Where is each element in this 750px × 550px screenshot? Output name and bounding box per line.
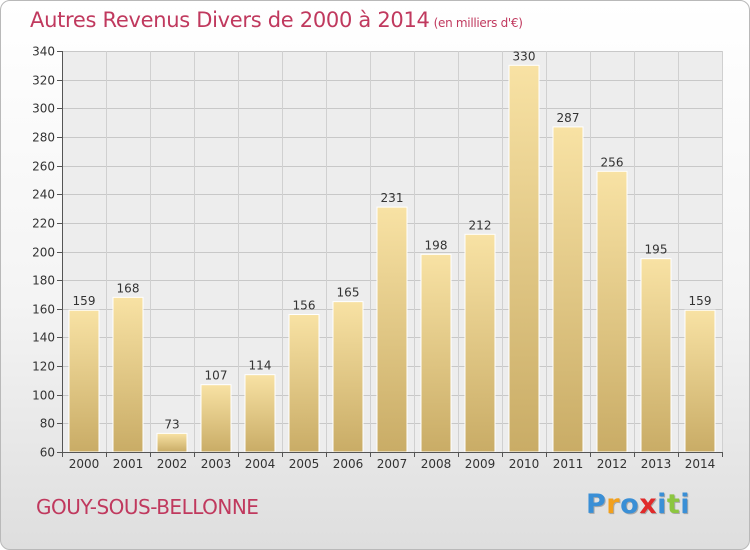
data-label: 114 [249,359,272,373]
data-label: 168 [117,281,140,295]
logo-letter: t [666,489,681,520]
bar [508,64,540,453]
x-tick-label: 2007 [377,457,408,471]
y-tick-label: 320 [32,74,55,88]
y-tick-label: 140 [32,331,55,345]
x-tick-label: 2004 [245,457,276,471]
proxiti-logo: Proxiti [586,489,690,520]
y-tick-label: 260 [32,160,55,174]
data-label: 256 [601,155,624,169]
logo-letter: P [586,489,607,520]
y-tick-label: 160 [32,303,55,317]
data-label: 195 [645,243,668,257]
data-label: 156 [293,299,316,313]
bar [332,301,364,453]
y-tick-label: 300 [32,102,55,116]
x-tick-label: 2011 [553,457,584,471]
y-tick-label: 80 [40,417,55,431]
bar [596,170,628,453]
bar [200,384,232,453]
data-label: 107 [205,369,228,383]
x-tick-label: 2003 [201,457,232,471]
logo-letter: o [620,489,640,520]
bar [552,126,584,453]
bar [156,432,188,453]
x-tick-label: 2005 [289,457,320,471]
y-tick-label: 340 [32,45,55,59]
logo-letter: i [657,489,667,520]
logo-letter: x [639,489,658,520]
bar [640,258,672,453]
bar [376,206,408,453]
chart-title: Autres Revenus Divers de 2000 à 2014 (en … [30,8,523,32]
chart-unit: (en milliers d'€) [433,16,523,30]
bar [288,314,320,453]
x-tick-label: 2000 [69,457,100,471]
data-label: 330 [513,49,536,63]
x-tick-label: 2010 [509,457,540,471]
town-name: GOUY-SOUS-BELLONNE [36,495,259,519]
data-label: 159 [689,294,712,308]
x-tick-label: 2013 [641,457,672,471]
data-label: 287 [557,111,580,125]
bar [684,309,716,453]
x-tick-label: 2014 [685,457,716,471]
y-tick-label: 180 [32,274,55,288]
y-tick-label: 60 [40,446,55,460]
x-tick-label: 2006 [333,457,364,471]
y-tick-label: 120 [32,360,55,374]
x-tick-label: 2002 [157,457,188,471]
data-label: 165 [337,286,360,300]
data-label: 159 [73,294,96,308]
bar [112,296,144,453]
logo-letter: i [680,489,691,520]
y-tick-label: 240 [32,188,55,202]
data-label: 198 [425,238,448,252]
x-tick-label: 2009 [465,457,496,471]
y-tick-label: 200 [32,246,55,260]
y-tick-label: 220 [32,217,55,231]
bar [68,309,100,453]
bar [420,253,452,453]
chart-title-text: Autres Revenus Divers de 2000 à 2014 [30,8,430,32]
bar [244,374,276,453]
data-label: 212 [469,218,492,232]
data-label: 231 [381,191,404,205]
x-tick-label: 2008 [421,457,452,471]
data-label: 73 [164,417,179,431]
y-tick-label: 100 [32,389,55,403]
x-tick-label: 2001 [113,457,144,471]
y-tick-label: 280 [32,131,55,145]
x-tick-label: 2012 [597,457,628,471]
logo-letter: r [606,489,621,520]
bar [464,233,496,453]
